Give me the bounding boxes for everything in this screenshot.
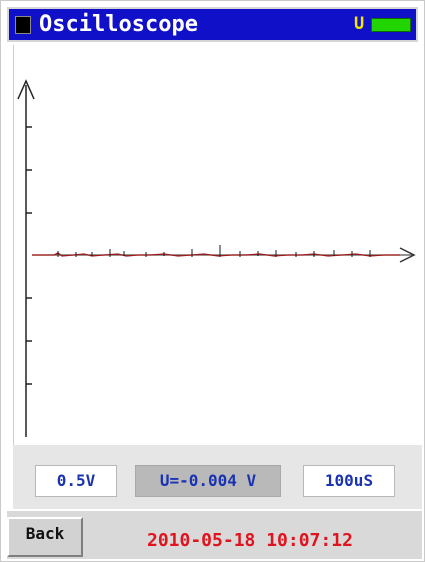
status-bar: Back 2010-05-18 10:07:12 — [7, 511, 422, 559]
time-per-div-readout[interactable]: 100uS — [303, 465, 395, 497]
app-title: Oscilloscope — [39, 12, 198, 37]
noise-spikes — [57, 245, 371, 257]
y-axis-ticks — [26, 126, 32, 385]
volts-per-div-readout[interactable]: 0.5V — [35, 465, 117, 497]
signal-trace — [32, 252, 400, 257]
app-icon — [15, 16, 31, 34]
title-bar: Oscilloscope U — [7, 7, 418, 42]
datetime-display: 2010-05-18 10:07:12 — [147, 530, 353, 551]
waveform-plot — [17, 79, 416, 437]
back-button[interactable]: Back — [7, 517, 83, 557]
measurement-panel: 0.5V U=-0.004 V 100uS — [13, 445, 422, 509]
battery-icon — [371, 18, 411, 32]
voltage-readout: U=-0.004 V — [135, 465, 281, 497]
waveform-display — [13, 45, 423, 445]
usb-status-label: U — [354, 14, 365, 34]
y-axis-arrow-icon — [17, 79, 35, 100]
x-axis-arrow-icon — [399, 247, 416, 263]
